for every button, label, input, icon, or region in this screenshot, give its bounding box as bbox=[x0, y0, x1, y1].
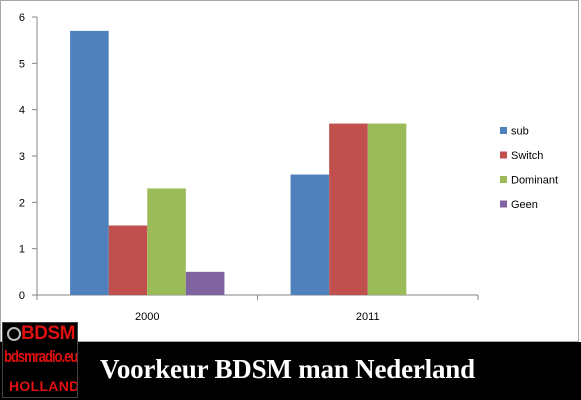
y-tick-label: 1 bbox=[19, 244, 25, 256]
y-tick-label: 2 bbox=[19, 197, 25, 209]
logo-site: bdsmradio.eu bbox=[4, 347, 78, 366]
legend-swatch bbox=[500, 200, 507, 208]
legend-label: Dominant bbox=[511, 175, 558, 187]
bar-sub-2011 bbox=[290, 174, 330, 295]
legend-label: sub bbox=[511, 126, 529, 138]
logo-brand: BDSM bbox=[21, 323, 75, 344]
bar-dominant-2000 bbox=[147, 188, 186, 295]
y-tick-label: 3 bbox=[19, 151, 25, 163]
logo-region: HOLLAND bbox=[9, 378, 78, 394]
y-tick-label: 5 bbox=[19, 58, 25, 70]
x-tick-label: 2011 bbox=[356, 311, 380, 323]
x-tick-label: 2000 bbox=[135, 311, 159, 323]
bar-chart: 0 1 2 3 4 5 6 2000 2011 sub Switch Dominant Geen bbox=[19, 12, 558, 323]
bdsmradio-logo: BDSM bdsmradio.eu HOLLAND bbox=[2, 322, 78, 398]
legend-label: Switch bbox=[511, 150, 543, 162]
y-tick-label: 6 bbox=[19, 12, 25, 24]
legend-swatch bbox=[500, 176, 507, 183]
logo-emblem-icon bbox=[7, 327, 21, 341]
bar-sub-2000 bbox=[70, 30, 109, 296]
title-banner: Voorkeur BDSM man Nederland bbox=[0, 342, 581, 400]
bar-switch-2011 bbox=[329, 123, 368, 295]
legend-label: Geen bbox=[511, 199, 538, 211]
bar-dominant-2011 bbox=[367, 123, 407, 295]
legend-swatch bbox=[500, 127, 507, 134]
y-tick-label: 4 bbox=[19, 105, 25, 117]
y-tick-label: 0 bbox=[19, 290, 25, 302]
bar-geen-2000 bbox=[185, 271, 225, 295]
bar-switch-2000 bbox=[108, 225, 148, 295]
banner-title: Voorkeur BDSM man Nederland bbox=[100, 354, 475, 384]
legend-swatch bbox=[500, 151, 507, 159]
